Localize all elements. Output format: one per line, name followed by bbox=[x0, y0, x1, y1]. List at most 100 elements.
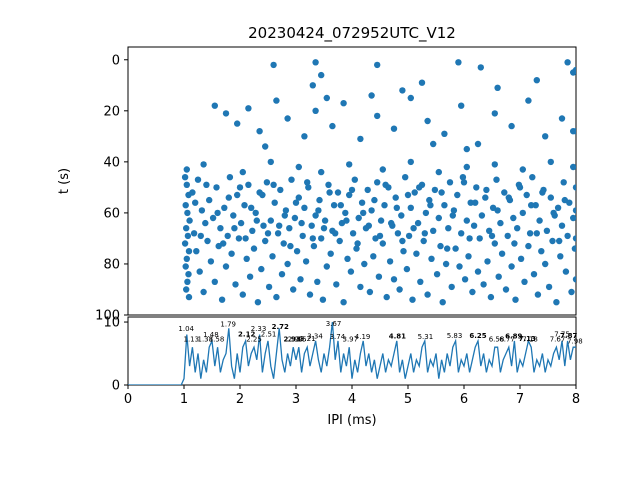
scatter-point bbox=[539, 189, 546, 196]
peak-annotation: 1.13 bbox=[184, 336, 200, 344]
peak-annotation: 1.79 bbox=[220, 320, 236, 328]
x-tick-label: 3 bbox=[292, 392, 300, 407]
peak-annotation: 7.13 bbox=[519, 335, 536, 343]
scatter-point bbox=[342, 209, 349, 217]
scatter-point bbox=[538, 248, 545, 255]
scatter-point bbox=[427, 202, 434, 209]
scatter-point bbox=[493, 176, 500, 183]
scatter-point bbox=[533, 230, 540, 237]
scatter-point bbox=[368, 207, 375, 214]
peak-annotation: 6.58 bbox=[489, 336, 505, 344]
x-tick-label: 0 bbox=[124, 392, 132, 407]
scatter-point bbox=[394, 230, 402, 237]
scatter-point bbox=[184, 232, 192, 240]
scatter-point bbox=[186, 217, 193, 224]
peak-annotation: 5.31 bbox=[418, 333, 434, 341]
scatter-point bbox=[533, 77, 540, 84]
scatter-point bbox=[365, 222, 372, 229]
peak-annotation: 3.74 bbox=[330, 333, 346, 341]
scatter-point bbox=[465, 253, 472, 260]
scatter-point bbox=[357, 283, 364, 291]
scatter-point bbox=[291, 214, 299, 222]
scatter-point bbox=[450, 207, 458, 214]
scatter-point bbox=[542, 133, 549, 140]
scatter-point bbox=[326, 189, 333, 196]
peak-annotation: 7.67 bbox=[550, 336, 566, 344]
scatter-point bbox=[478, 212, 486, 219]
scatter-point bbox=[571, 245, 576, 252]
scatter-point bbox=[309, 235, 316, 242]
scatter-point bbox=[530, 271, 538, 278]
scatter-point bbox=[454, 191, 461, 199]
scatter-point bbox=[330, 202, 338, 209]
scatter-point bbox=[564, 59, 571, 66]
peak-annotation: 3.05 bbox=[291, 336, 307, 344]
scatter-point bbox=[334, 189, 342, 196]
scatter-point bbox=[568, 288, 575, 296]
scatter-point bbox=[558, 115, 566, 122]
scatter-point bbox=[270, 181, 277, 188]
peak-annotation: 2.12 bbox=[238, 331, 255, 339]
scatter-point bbox=[437, 242, 444, 250]
scatter-point bbox=[246, 273, 254, 280]
scatter-point bbox=[418, 79, 426, 86]
scatter-point bbox=[183, 225, 190, 232]
scatter-point bbox=[200, 161, 207, 168]
scatter-point bbox=[245, 181, 252, 188]
scatter-point bbox=[556, 237, 563, 245]
scatter-point bbox=[508, 263, 515, 270]
scatter-point bbox=[270, 61, 277, 69]
scatter-point bbox=[202, 219, 209, 227]
y-tick-label: 0 bbox=[112, 53, 120, 68]
scatter-point bbox=[407, 94, 414, 102]
scatter-point bbox=[472, 199, 479, 206]
scatter-point bbox=[308, 222, 315, 229]
peak-annotation: 3.97 bbox=[343, 336, 359, 344]
scatter-point bbox=[298, 219, 305, 227]
scatter-point bbox=[234, 191, 241, 199]
scatter-point bbox=[314, 278, 321, 285]
scatter-point bbox=[284, 115, 291, 122]
scatter-point bbox=[305, 184, 312, 191]
scatter-point bbox=[214, 209, 221, 217]
peak-annotation: 3.67 bbox=[326, 320, 342, 328]
scatter-point bbox=[249, 227, 256, 234]
scatter-point bbox=[441, 130, 448, 137]
scatter-point bbox=[184, 278, 191, 285]
peak-annotation: 7.98 bbox=[567, 337, 583, 345]
scatter-point bbox=[337, 202, 344, 209]
scatter-point bbox=[224, 232, 231, 240]
scatter-point bbox=[422, 209, 430, 217]
scatter-point bbox=[218, 296, 226, 303]
scatter-point bbox=[264, 230, 272, 237]
scatter-point bbox=[321, 217, 329, 224]
scatter-point bbox=[474, 140, 482, 148]
scatter-point bbox=[203, 181, 210, 188]
y-axis-label: t (s) bbox=[57, 168, 72, 194]
scatter-point bbox=[399, 87, 406, 94]
scatter-point bbox=[273, 293, 280, 301]
scatter-point bbox=[525, 97, 532, 104]
peak-annotation: 1.48 bbox=[203, 331, 219, 339]
scatter-point bbox=[455, 59, 462, 66]
scatter-point bbox=[469, 288, 476, 296]
scatter-point bbox=[288, 176, 295, 183]
scatter-point bbox=[220, 240, 227, 247]
scatter-point bbox=[225, 194, 232, 201]
scatter-point bbox=[444, 245, 451, 252]
scatter-point bbox=[572, 184, 576, 191]
scatter-point bbox=[370, 253, 377, 260]
scatter-point bbox=[241, 202, 248, 209]
scatter-point bbox=[480, 281, 487, 288]
scatter-point bbox=[383, 293, 390, 301]
scatter-point bbox=[221, 204, 228, 211]
scatter-point bbox=[344, 255, 351, 262]
scatter-point bbox=[439, 299, 446, 306]
scatter-point bbox=[312, 59, 319, 66]
scatter-point bbox=[488, 232, 496, 240]
scatter-point bbox=[542, 260, 549, 268]
scatter-point bbox=[309, 82, 316, 89]
scatter-point bbox=[519, 209, 526, 217]
scatter-point bbox=[290, 286, 297, 293]
